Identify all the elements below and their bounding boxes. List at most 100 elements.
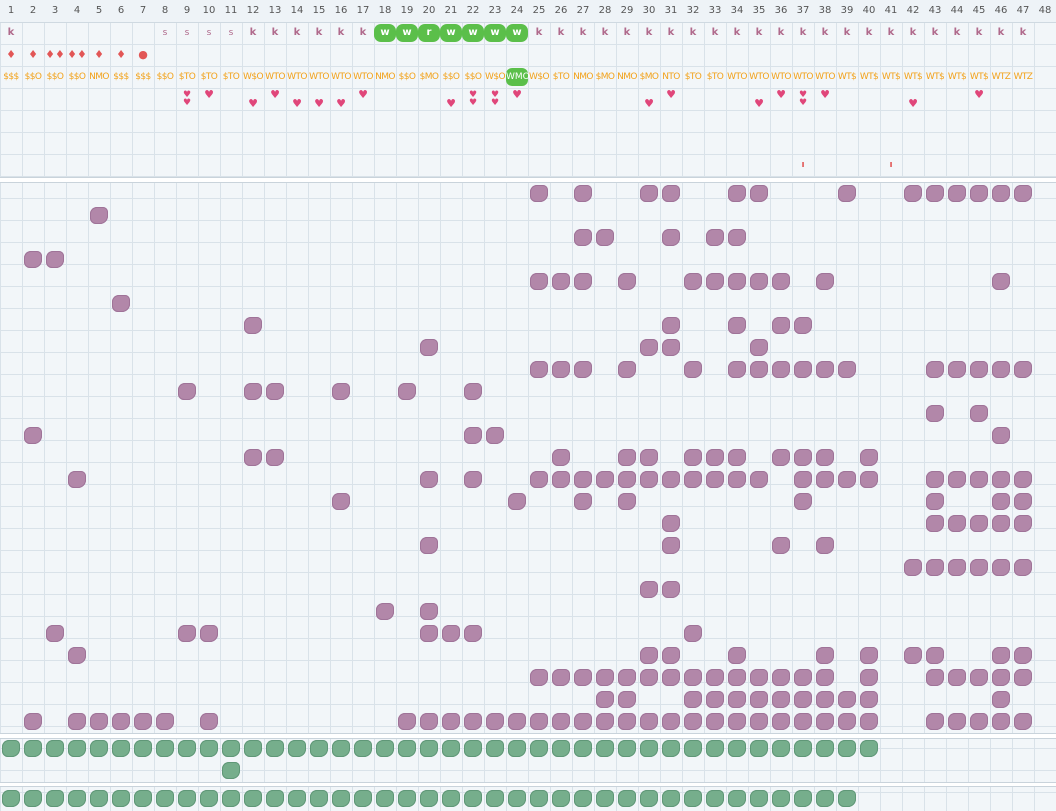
purple-block[interactable] (574, 471, 592, 488)
k-marker[interactable]: k (975, 27, 983, 38)
purple-block[interactable] (992, 273, 1010, 290)
purple-block[interactable] (530, 273, 548, 290)
purple-block[interactable] (750, 691, 768, 708)
purple-block[interactable] (794, 493, 812, 510)
purple-block[interactable] (750, 339, 768, 356)
purple-block[interactable] (816, 647, 834, 664)
purple-block[interactable] (970, 405, 988, 422)
green-block[interactable] (486, 740, 504, 757)
k-marker[interactable]: k (315, 27, 323, 38)
k-marker[interactable]: k (931, 27, 939, 38)
purple-block[interactable] (926, 669, 944, 686)
purple-block[interactable] (706, 669, 724, 686)
purple-block[interactable] (728, 669, 746, 686)
purple-block[interactable] (684, 273, 702, 290)
purple-block[interactable] (816, 537, 834, 554)
purple-block[interactable] (464, 427, 482, 444)
purple-block[interactable] (816, 691, 834, 708)
purple-block[interactable] (618, 471, 636, 488)
purple-block[interactable] (662, 515, 680, 532)
green-block[interactable] (112, 740, 130, 757)
purple-block[interactable] (684, 713, 702, 730)
green-block[interactable] (354, 740, 372, 757)
purple-block[interactable] (948, 515, 966, 532)
green-block[interactable] (794, 790, 812, 807)
green-block[interactable] (684, 740, 702, 757)
green-block[interactable] (156, 740, 174, 757)
green-block[interactable] (178, 790, 196, 807)
purple-block[interactable] (926, 405, 944, 422)
green-block[interactable] (794, 740, 812, 757)
green-block[interactable] (222, 762, 240, 779)
purple-block[interactable] (706, 713, 724, 730)
purple-block[interactable] (794, 449, 812, 466)
green-block[interactable] (552, 740, 570, 757)
green-block[interactable] (640, 790, 658, 807)
purple-block[interactable] (1014, 713, 1032, 730)
purple-block[interactable] (684, 449, 702, 466)
purple-block[interactable] (662, 537, 680, 554)
green-block[interactable] (200, 790, 218, 807)
w-marker[interactable]: w (440, 24, 462, 42)
k-marker[interactable]: k (359, 27, 367, 38)
purple-block[interactable] (992, 559, 1010, 576)
purple-block[interactable] (926, 559, 944, 576)
purple-block[interactable] (728, 361, 746, 378)
green-block[interactable] (464, 740, 482, 757)
k-marker[interactable]: k (271, 27, 279, 38)
purple-block[interactable] (926, 361, 944, 378)
purple-block[interactable] (992, 427, 1010, 444)
green-block[interactable] (46, 790, 64, 807)
purple-block[interactable] (640, 669, 658, 686)
purple-block[interactable] (574, 185, 592, 202)
purple-block[interactable] (552, 669, 570, 686)
purple-block[interactable] (640, 471, 658, 488)
green-block[interactable] (68, 790, 86, 807)
purple-block[interactable] (662, 713, 680, 730)
purple-block[interactable] (552, 273, 570, 290)
purple-block[interactable] (948, 361, 966, 378)
purple-block[interactable] (90, 207, 108, 224)
purple-block[interactable] (1014, 493, 1032, 510)
purple-block[interactable] (596, 713, 614, 730)
purple-block[interactable] (948, 713, 966, 730)
purple-block[interactable] (684, 361, 702, 378)
purple-block[interactable] (618, 361, 636, 378)
purple-block[interactable] (728, 713, 746, 730)
purple-block[interactable] (750, 273, 768, 290)
purple-block[interactable] (200, 625, 218, 642)
purple-block[interactable] (970, 515, 988, 532)
purple-block[interactable] (486, 427, 504, 444)
green-block[interactable] (244, 790, 262, 807)
purple-block[interactable] (640, 339, 658, 356)
w-marker[interactable]: w (374, 24, 396, 42)
purple-block[interactable] (970, 185, 988, 202)
purple-block[interactable] (816, 471, 834, 488)
purple-block[interactable] (772, 273, 790, 290)
green-block[interactable] (508, 790, 526, 807)
green-block[interactable] (90, 790, 108, 807)
purple-block[interactable] (772, 449, 790, 466)
green-block[interactable] (266, 740, 284, 757)
purple-block[interactable] (816, 361, 834, 378)
purple-block[interactable] (794, 669, 812, 686)
purple-block[interactable] (706, 229, 724, 246)
green-block[interactable] (156, 790, 174, 807)
purple-block[interactable] (464, 713, 482, 730)
k-marker[interactable]: k (645, 27, 653, 38)
purple-block[interactable] (860, 471, 878, 488)
purple-block[interactable] (552, 471, 570, 488)
purple-block[interactable] (860, 691, 878, 708)
green-block[interactable] (112, 790, 130, 807)
purple-block[interactable] (728, 273, 746, 290)
green-block[interactable] (772, 740, 790, 757)
purple-block[interactable] (376, 603, 394, 620)
purple-block[interactable] (772, 361, 790, 378)
purple-block[interactable] (464, 471, 482, 488)
purple-block[interactable] (640, 581, 658, 598)
k-marker[interactable]: k (865, 27, 873, 38)
k-marker[interactable]: k (909, 27, 917, 38)
purple-block[interactable] (706, 449, 724, 466)
purple-block[interactable] (948, 559, 966, 576)
green-block[interactable] (376, 740, 394, 757)
